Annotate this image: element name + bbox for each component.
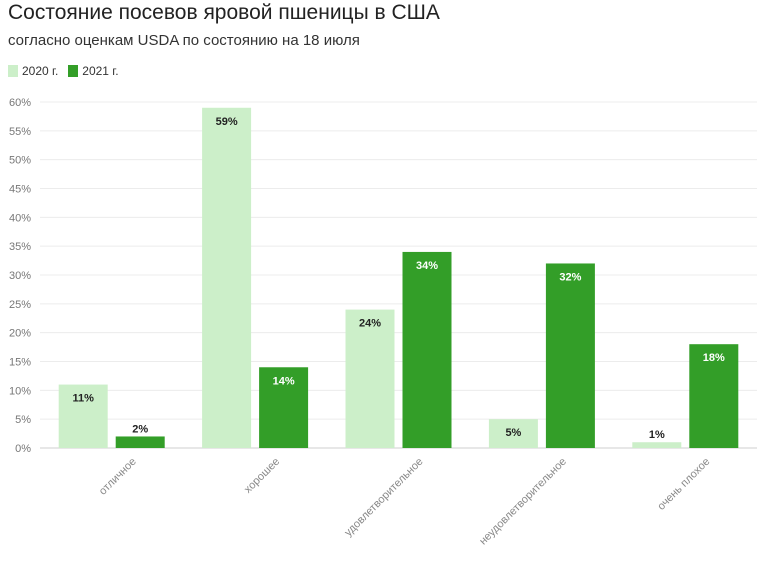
x-tick-label: хорошее [242, 456, 282, 496]
bar [259, 367, 309, 448]
data-label: 24% [359, 318, 381, 330]
data-label: 1% [649, 429, 665, 441]
y-tick-label: 35% [9, 241, 31, 253]
x-tick-label: отличное [97, 456, 139, 498]
y-tick-label: 15% [9, 357, 31, 369]
x-tick-label: удовлетворительное [342, 456, 425, 539]
data-label: 14% [273, 375, 295, 387]
bar [488, 419, 538, 448]
chart-title: Состояние посевов яровой пшеницы в США [8, 1, 440, 24]
y-tick-label: 25% [9, 299, 31, 311]
legend-swatch-2021 [68, 65, 79, 77]
bar [115, 436, 165, 448]
legend-swatch-2020 [8, 65, 18, 77]
y-tick-label: 5% [15, 414, 31, 426]
bar [345, 309, 395, 448]
data-label: 32% [559, 271, 581, 283]
bar [402, 251, 452, 448]
y-tick-label: 45% [9, 184, 31, 196]
y-tick-label: 0% [15, 443, 31, 455]
data-label: 59% [216, 116, 238, 128]
y-tick-label: 10% [9, 385, 31, 397]
legend-label-2021: 2021 г. [82, 64, 119, 78]
x-tick-label: неудовлетворительное [477, 456, 569, 548]
legend-item-2021[interactable]: 2021 г. [68, 64, 119, 78]
data-label: 34% [416, 260, 438, 272]
bar [202, 107, 252, 449]
bar [58, 384, 108, 448]
y-tick-label: 60% [9, 97, 31, 109]
data-label: 5% [505, 427, 521, 439]
data-label: 11% [72, 393, 94, 405]
legend-label-2020: 2020 г. [22, 64, 59, 78]
y-tick-label: 40% [9, 212, 31, 224]
legend-item-2020[interactable]: 2020 г. [8, 64, 58, 78]
chart-subtitle: согласно оценкам USDA по состоянию на 18… [8, 32, 360, 49]
bar [689, 344, 739, 448]
y-tick-label: 20% [9, 328, 31, 340]
y-tick-label: 30% [9, 270, 31, 282]
x-tick-label: очень плохое [655, 456, 712, 513]
data-label: 2% [132, 423, 148, 435]
bar [545, 263, 595, 448]
y-tick-label: 55% [9, 126, 31, 138]
data-label: 18% [703, 352, 725, 364]
legend: 2020 г. 2021 г. [8, 64, 129, 78]
y-tick-label: 50% [9, 155, 31, 167]
bar [632, 442, 682, 448]
